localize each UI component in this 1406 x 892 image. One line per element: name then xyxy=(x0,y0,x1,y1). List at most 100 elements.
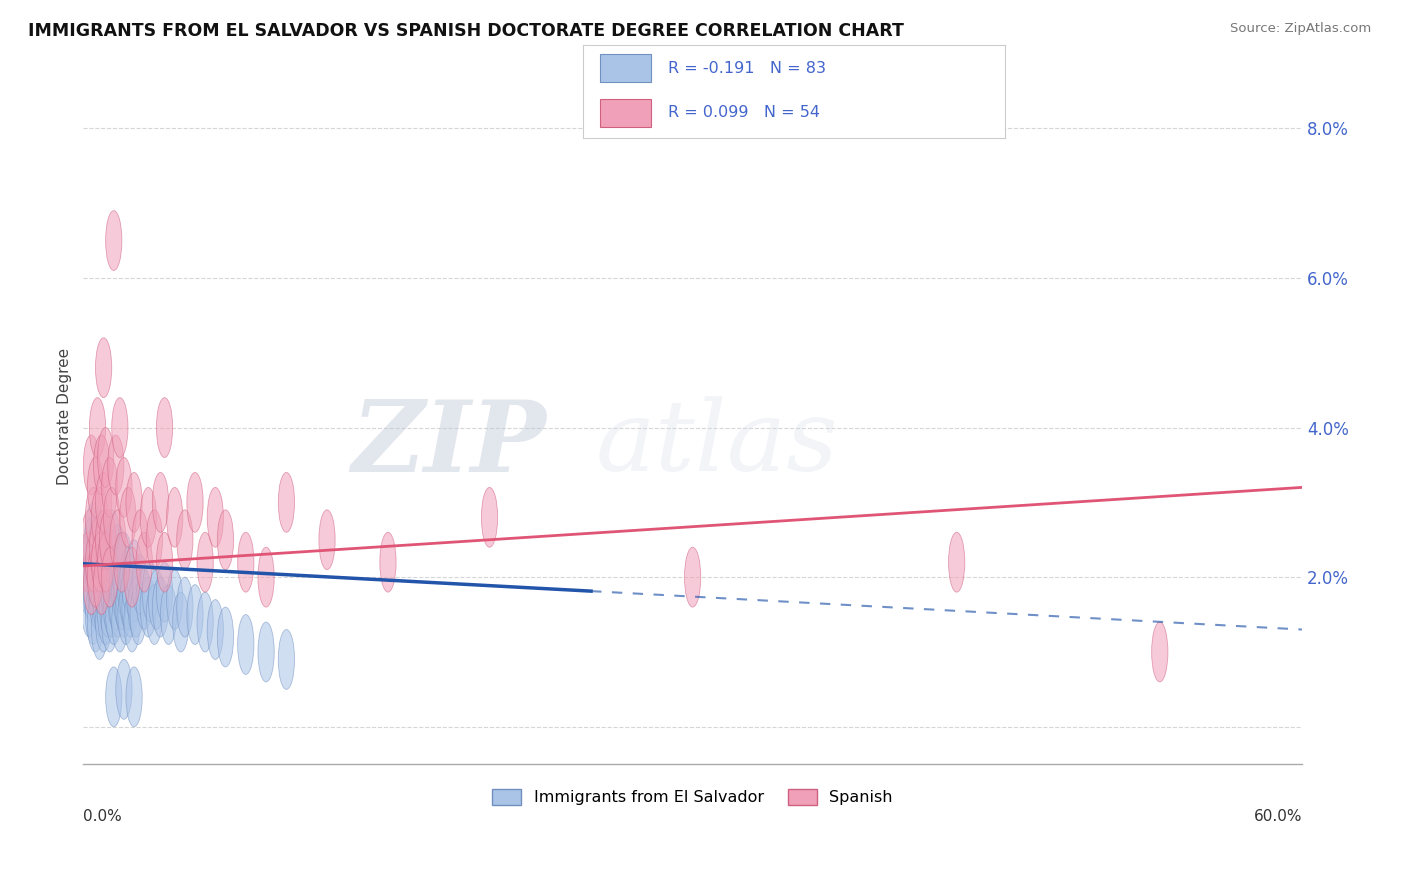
Ellipse shape xyxy=(91,599,108,659)
Ellipse shape xyxy=(83,517,100,577)
Ellipse shape xyxy=(173,592,188,652)
Ellipse shape xyxy=(207,599,224,659)
Ellipse shape xyxy=(86,487,101,548)
Ellipse shape xyxy=(79,533,96,592)
Ellipse shape xyxy=(238,533,254,592)
Ellipse shape xyxy=(120,487,136,548)
Ellipse shape xyxy=(97,533,114,592)
Ellipse shape xyxy=(127,667,142,727)
Text: IMMIGRANTS FROM EL SALVADOR VS SPANISH DOCTORATE DEGREE CORRELATION CHART: IMMIGRANTS FROM EL SALVADOR VS SPANISH D… xyxy=(28,22,904,40)
Text: 0.0%: 0.0% xyxy=(83,809,122,824)
Ellipse shape xyxy=(111,562,128,622)
Ellipse shape xyxy=(136,533,152,592)
Ellipse shape xyxy=(118,584,134,645)
Ellipse shape xyxy=(127,473,142,533)
Ellipse shape xyxy=(91,487,108,548)
Ellipse shape xyxy=(105,667,122,727)
Ellipse shape xyxy=(124,548,141,607)
Ellipse shape xyxy=(82,577,97,637)
Ellipse shape xyxy=(132,555,148,615)
Text: 60.0%: 60.0% xyxy=(1254,809,1302,824)
Ellipse shape xyxy=(86,540,101,599)
Ellipse shape xyxy=(166,570,183,630)
Ellipse shape xyxy=(82,510,97,570)
Ellipse shape xyxy=(207,487,224,548)
Ellipse shape xyxy=(105,584,122,645)
Ellipse shape xyxy=(96,592,111,652)
Ellipse shape xyxy=(108,435,124,495)
Ellipse shape xyxy=(90,510,105,570)
Ellipse shape xyxy=(86,584,101,645)
Ellipse shape xyxy=(156,562,173,622)
Ellipse shape xyxy=(124,592,141,652)
Ellipse shape xyxy=(114,570,129,630)
Ellipse shape xyxy=(127,562,142,622)
Text: ZIP: ZIP xyxy=(352,396,547,492)
FancyBboxPatch shape xyxy=(600,99,651,127)
Ellipse shape xyxy=(105,555,122,615)
Ellipse shape xyxy=(156,533,173,592)
Text: Source: ZipAtlas.com: Source: ZipAtlas.com xyxy=(1230,22,1371,36)
Ellipse shape xyxy=(97,584,114,645)
Ellipse shape xyxy=(218,510,233,570)
Ellipse shape xyxy=(87,592,104,652)
Ellipse shape xyxy=(105,533,122,592)
Ellipse shape xyxy=(141,487,156,548)
Ellipse shape xyxy=(278,473,294,533)
Ellipse shape xyxy=(96,517,111,577)
Y-axis label: Doctorate Degree: Doctorate Degree xyxy=(58,348,72,485)
Ellipse shape xyxy=(93,555,110,615)
Ellipse shape xyxy=(110,510,127,570)
Ellipse shape xyxy=(100,510,115,570)
Text: R = -0.191   N = 83: R = -0.191 N = 83 xyxy=(668,61,825,76)
Ellipse shape xyxy=(96,570,111,630)
Ellipse shape xyxy=(93,577,110,637)
Ellipse shape xyxy=(142,562,159,622)
Ellipse shape xyxy=(87,524,104,584)
Ellipse shape xyxy=(97,427,114,487)
Ellipse shape xyxy=(87,555,104,615)
Legend: Immigrants from El Salvador, Spanish: Immigrants from El Salvador, Spanish xyxy=(486,782,900,812)
Ellipse shape xyxy=(91,533,108,592)
Ellipse shape xyxy=(97,562,114,622)
Ellipse shape xyxy=(685,548,700,607)
Ellipse shape xyxy=(257,548,274,607)
Ellipse shape xyxy=(136,570,152,630)
Ellipse shape xyxy=(148,570,165,630)
Ellipse shape xyxy=(187,473,202,533)
Ellipse shape xyxy=(96,473,111,533)
Ellipse shape xyxy=(127,540,142,599)
Ellipse shape xyxy=(128,577,145,637)
Ellipse shape xyxy=(129,584,146,645)
Ellipse shape xyxy=(90,570,105,630)
Ellipse shape xyxy=(218,607,233,667)
Ellipse shape xyxy=(104,577,120,637)
Ellipse shape xyxy=(120,548,136,607)
Ellipse shape xyxy=(108,548,124,607)
Ellipse shape xyxy=(87,458,104,517)
Ellipse shape xyxy=(122,555,138,615)
Ellipse shape xyxy=(83,562,100,622)
Text: atlas: atlas xyxy=(595,397,838,491)
Ellipse shape xyxy=(120,570,136,630)
Ellipse shape xyxy=(122,577,138,637)
Ellipse shape xyxy=(90,398,105,458)
Ellipse shape xyxy=(152,473,169,533)
Ellipse shape xyxy=(257,622,274,681)
Ellipse shape xyxy=(79,555,96,615)
Ellipse shape xyxy=(101,458,118,517)
Ellipse shape xyxy=(141,577,156,637)
Ellipse shape xyxy=(83,435,100,495)
Ellipse shape xyxy=(96,510,111,570)
Ellipse shape xyxy=(114,533,129,592)
Ellipse shape xyxy=(83,555,100,615)
Ellipse shape xyxy=(90,548,105,607)
Ellipse shape xyxy=(91,533,108,592)
Ellipse shape xyxy=(118,562,134,622)
Ellipse shape xyxy=(115,458,132,517)
Ellipse shape xyxy=(166,487,183,548)
Ellipse shape xyxy=(108,570,124,630)
FancyBboxPatch shape xyxy=(600,54,651,82)
Ellipse shape xyxy=(187,584,202,645)
Ellipse shape xyxy=(101,548,118,607)
